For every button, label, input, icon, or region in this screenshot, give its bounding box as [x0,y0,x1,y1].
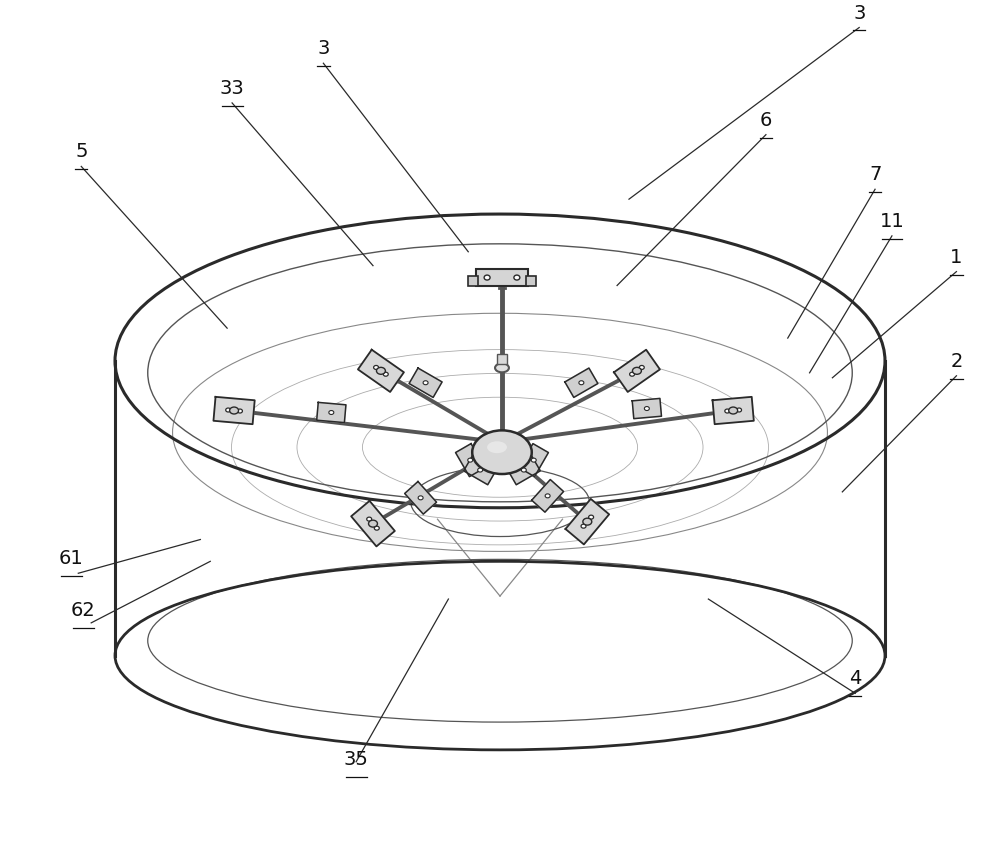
Ellipse shape [468,459,473,462]
Polygon shape [409,369,442,398]
Polygon shape [565,499,609,545]
Ellipse shape [367,517,372,522]
Ellipse shape [478,468,483,473]
Ellipse shape [521,468,526,473]
Ellipse shape [545,494,550,499]
Text: 35: 35 [344,749,369,768]
Text: 33: 33 [220,79,244,98]
Ellipse shape [487,442,507,454]
Ellipse shape [423,381,428,385]
Ellipse shape [374,366,379,370]
Ellipse shape [579,381,584,385]
Ellipse shape [472,430,532,474]
Text: 2: 2 [950,351,963,370]
Text: 61: 61 [59,548,84,567]
Ellipse shape [514,276,520,281]
Polygon shape [507,455,540,485]
Ellipse shape [581,524,586,529]
Polygon shape [351,501,395,547]
Polygon shape [213,398,255,424]
Bar [468,276,478,288]
Ellipse shape [531,459,536,462]
Text: 1: 1 [950,247,963,266]
Ellipse shape [495,364,509,373]
Text: 11: 11 [880,212,904,231]
Text: 3: 3 [853,3,865,22]
Ellipse shape [369,521,377,528]
Ellipse shape [644,407,649,411]
Text: 7: 7 [869,165,881,184]
Ellipse shape [725,410,730,413]
Ellipse shape [583,518,592,525]
Text: 6: 6 [760,110,772,129]
Ellipse shape [418,496,423,500]
Text: 4: 4 [849,669,861,688]
Polygon shape [632,399,661,419]
Polygon shape [519,444,548,477]
Ellipse shape [376,368,385,375]
Polygon shape [358,350,404,393]
Text: 5: 5 [75,142,88,161]
Ellipse shape [237,410,242,413]
Ellipse shape [632,368,641,375]
Ellipse shape [639,366,644,370]
Ellipse shape [230,407,239,414]
Polygon shape [614,350,660,393]
Ellipse shape [374,527,379,530]
Ellipse shape [329,411,334,415]
Text: 3: 3 [317,40,330,59]
Polygon shape [565,369,598,398]
Bar [497,355,507,364]
Polygon shape [317,403,346,423]
Text: 62: 62 [71,600,96,619]
Polygon shape [405,482,437,515]
Ellipse shape [630,373,635,377]
Polygon shape [713,398,754,424]
Polygon shape [464,455,497,485]
Polygon shape [456,444,485,477]
Bar [526,276,536,288]
Bar [476,269,528,288]
Ellipse shape [729,407,738,414]
Ellipse shape [226,409,231,412]
Ellipse shape [484,276,490,281]
Ellipse shape [589,516,594,519]
Ellipse shape [383,373,388,377]
Ellipse shape [737,409,742,412]
Polygon shape [532,480,564,512]
